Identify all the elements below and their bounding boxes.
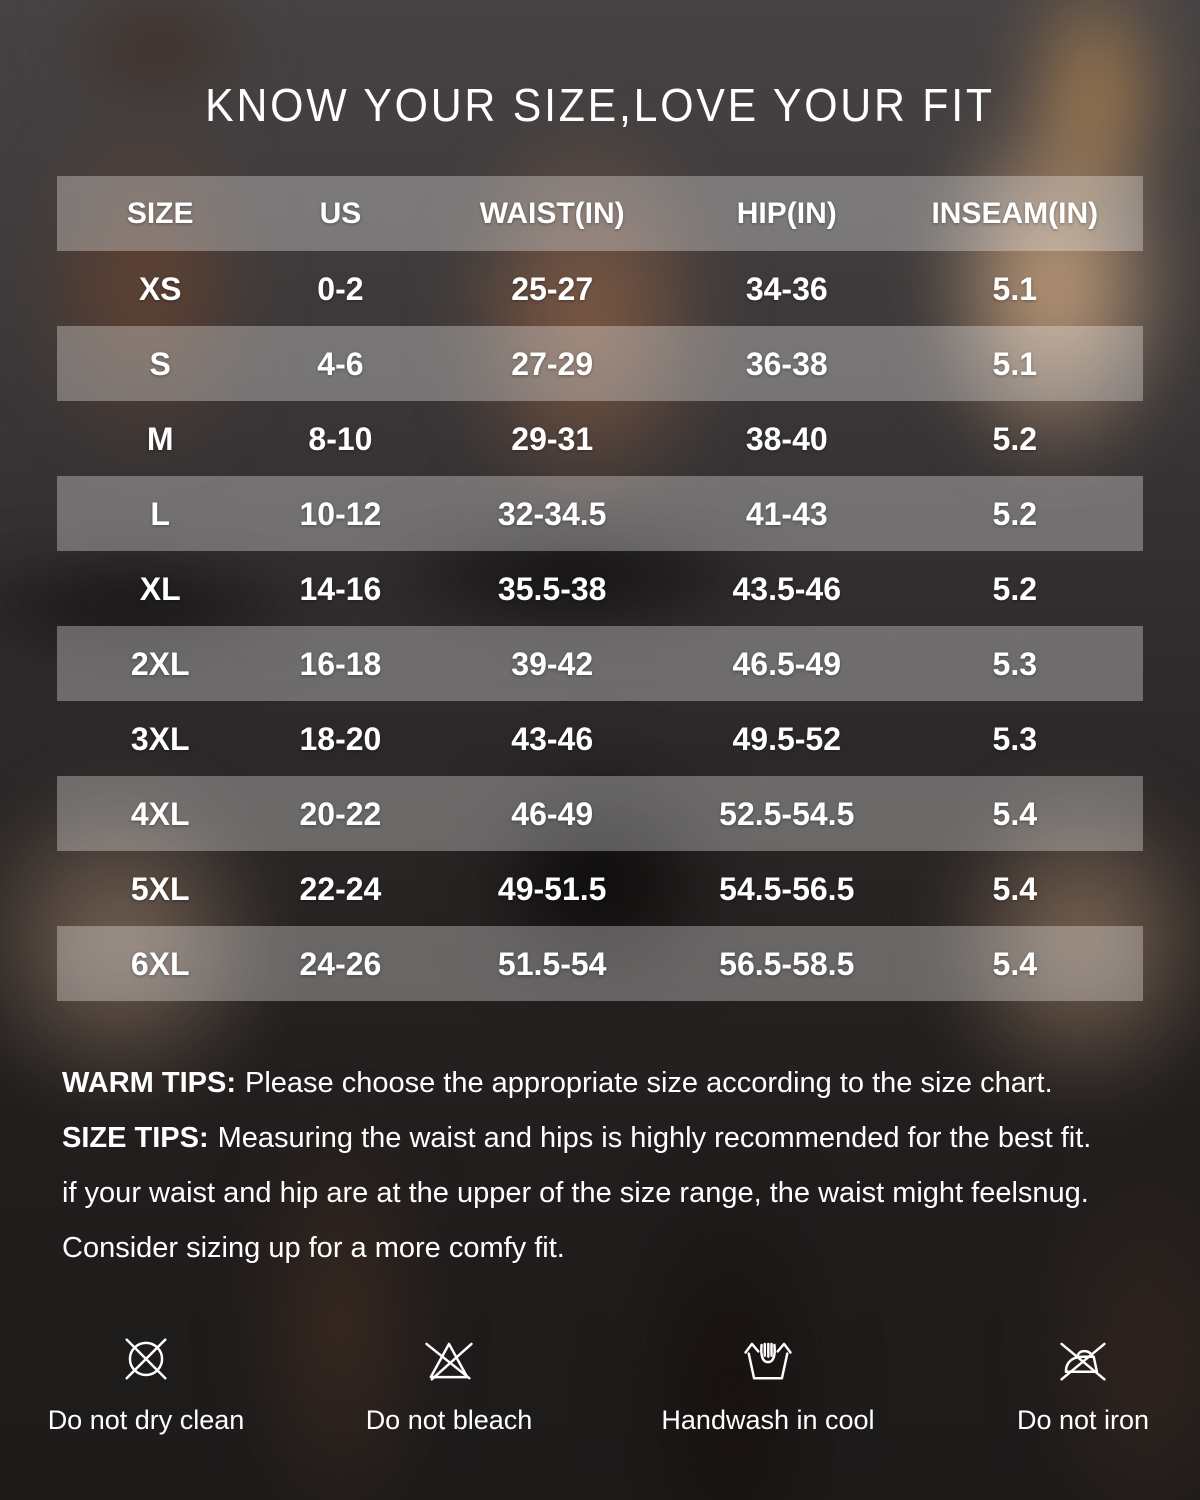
table-row-xl: XL 14-16 35.5-38 43.5-46 5.2 — [57, 551, 1143, 626]
cell-size: 5XL — [130, 870, 190, 907]
size-table: SIZE US WAIST(IN) HIP(IN) INSEAM(IN) XS … — [57, 176, 1143, 1001]
tip-text: Measuring the waist and hips is highly r… — [217, 1122, 1092, 1154]
cell-inseam: 5.4 — [992, 870, 1038, 907]
do-not-dry-clean-icon — [125, 1338, 167, 1380]
care-label: Do not iron — [1016, 1405, 1150, 1435]
table-row-5xl: 5XL 22-24 49-51.5 54.5-56.5 5.4 — [57, 851, 1143, 926]
cell-size: XL — [139, 570, 181, 607]
cell-inseam: 5.4 — [992, 795, 1038, 832]
header-waist: WAIST(IN) — [479, 196, 625, 230]
cell-hip: 46.5-49 — [732, 645, 842, 682]
cell-size: S — [149, 345, 171, 382]
do-not-iron-icon — [1060, 1342, 1106, 1381]
cell-us: 16-18 — [299, 645, 382, 682]
cell-us: 18-20 — [299, 720, 382, 757]
cell-hip: 43.5-46 — [732, 570, 842, 607]
cell-inseam: 5.3 — [992, 720, 1038, 757]
table-row-6xl: 6XL 24-26 51.5-54 56.5-58.5 5.4 — [57, 926, 1143, 1001]
cell-inseam: 5.1 — [992, 345, 1038, 382]
care-item-handwash: Handwash in cool — [622, 1330, 914, 1436]
care-item-iron: Do not iron — [937, 1330, 1200, 1436]
cell-waist: 32-34.5 — [497, 495, 607, 532]
cell-waist: 35.5-38 — [497, 570, 607, 607]
table-header-row: SIZE US WAIST(IN) HIP(IN) INSEAM(IN) — [57, 176, 1143, 251]
cell-size: 6XL — [130, 945, 190, 982]
cell-inseam: 5.4 — [992, 945, 1038, 982]
tip-line-warm: WARM TIPS: Please choose the appropriate … — [62, 1056, 1172, 1111]
cell-us: 8-10 — [308, 420, 373, 457]
care-item-dry-clean: Do not dry clean — [0, 1330, 292, 1436]
care-label: Do not dry clean — [47, 1405, 245, 1435]
cell-inseam: 5.2 — [992, 420, 1038, 457]
cell-hip: 38-40 — [745, 420, 828, 457]
table-row-xs: XS 0-2 25-27 34-36 5.1 — [57, 251, 1143, 326]
tips-section: WARM TIPS: Please choose the appropriate … — [62, 1056, 1172, 1276]
care-label: Handwash in cool — [661, 1405, 875, 1435]
cell-size: L — [150, 495, 170, 532]
cell-hip: 52.5-54.5 — [719, 795, 855, 832]
cell-waist: 27-29 — [511, 345, 594, 382]
cell-inseam: 5.2 — [992, 570, 1038, 607]
cell-hip: 36-38 — [745, 345, 828, 382]
cell-waist: 43-46 — [511, 720, 594, 757]
tip-line-size: SIZE TIPS: Measuring the waist and hips i… — [62, 1111, 1172, 1166]
cell-inseam: 5.3 — [992, 645, 1038, 682]
cell-size: M — [146, 420, 174, 457]
cell-us: 4-6 — [317, 345, 364, 382]
cell-waist: 25-27 — [511, 270, 594, 307]
tip-label: SIZE TIPS: — [62, 1122, 209, 1154]
cell-us: 10-12 — [299, 495, 382, 532]
care-item-bleach: Do not bleach — [303, 1330, 595, 1436]
cell-inseam: 5.2 — [992, 495, 1038, 532]
cell-hip: 54.5-56.5 — [719, 870, 855, 907]
cell-hip: 49.5-52 — [732, 720, 842, 757]
header-size: SIZE — [126, 196, 194, 230]
cell-size: 2XL — [130, 645, 190, 682]
tip-text: Consider sizing up for a more comfy fit. — [62, 1232, 565, 1264]
header-hip: HIP(IN) — [736, 196, 837, 230]
tip-text: Please choose the appropriate size accor… — [245, 1067, 1053, 1099]
cell-us: 20-22 — [299, 795, 382, 832]
do-not-bleach-icon — [425, 1342, 473, 1381]
cell-us: 14-16 — [299, 570, 382, 607]
page-title: KNOW YOUR SIZE,LOVE YOUR FIT — [205, 79, 995, 131]
table-row-l: L 10-12 32-34.5 41-43 5.2 — [57, 476, 1143, 551]
cell-us: 24-26 — [299, 945, 382, 982]
cell-hip: 41-43 — [745, 495, 828, 532]
cell-size: 3XL — [130, 720, 190, 757]
cell-waist: 29-31 — [511, 420, 594, 457]
cell-waist: 39-42 — [511, 645, 594, 682]
cell-size: XS — [138, 270, 182, 307]
header-us: US — [319, 196, 362, 230]
table-row-m: M 8-10 29-31 38-40 5.2 — [57, 401, 1143, 476]
cell-us: 0-2 — [317, 270, 364, 307]
table-row-4xl: 4XL 20-22 46-49 52.5-54.5 5.4 — [57, 776, 1143, 851]
cell-waist: 49-51.5 — [497, 870, 607, 907]
cell-inseam: 5.1 — [992, 270, 1038, 307]
table-row-3xl: 3XL 18-20 43-46 49.5-52 5.3 — [57, 701, 1143, 776]
cell-hip: 34-36 — [745, 270, 828, 307]
cell-waist: 46-49 — [511, 795, 594, 832]
care-label: Do not bleach — [365, 1405, 533, 1435]
cell-hip: 56.5-58.5 — [719, 945, 855, 982]
tip-text: if your waist and hip are at the upper o… — [62, 1177, 1089, 1209]
tip-line-4: Consider sizing up for a more comfy fit. — [62, 1221, 1172, 1276]
tip-label: WARM TIPS: — [62, 1067, 236, 1099]
tip-line-3: if your waist and hip are at the upper o… — [62, 1166, 1172, 1221]
cell-us: 22-24 — [299, 870, 382, 907]
table-row-2xl: 2XL 16-18 39-42 46.5-49 5.3 — [57, 626, 1143, 701]
handwash-icon — [744, 1342, 792, 1380]
cell-waist: 51.5-54 — [497, 945, 607, 982]
table-row-s: S 4-6 27-29 36-38 5.1 — [57, 326, 1143, 401]
header-inseam: INSEAM(IN) — [931, 196, 1099, 230]
cell-size: 4XL — [130, 795, 190, 832]
